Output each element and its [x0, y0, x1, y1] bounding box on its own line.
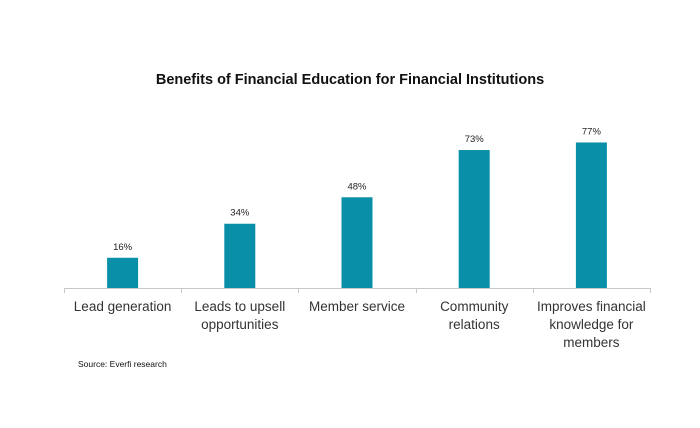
x-tick-label: Lead generation	[74, 299, 172, 314]
bar	[341, 197, 373, 288]
chart-title: Benefits of Financial Education for Fina…	[155, 72, 545, 88]
x-tick-label: opportunities	[201, 317, 279, 332]
x-tick-label: knowledge for	[549, 317, 634, 332]
x-tick-label: Improves financial	[537, 299, 646, 314]
source-note: Source: Everfi research	[78, 359, 167, 369]
data-label: 48%	[347, 181, 367, 192]
bar	[575, 142, 607, 288]
x-tick-label: Community	[440, 299, 509, 314]
data-label: 73%	[465, 134, 485, 145]
data-label: 16%	[113, 242, 133, 253]
bar	[224, 223, 256, 288]
x-tick-label: Member service	[309, 299, 405, 314]
x-tick-label: relations	[449, 317, 500, 332]
bar	[458, 150, 490, 288]
bar	[107, 257, 139, 288]
data-label: 34%	[230, 208, 250, 219]
data-label: 77%	[582, 126, 602, 137]
x-tick-label: Leads to upsell	[194, 299, 285, 314]
x-tick-label: members	[563, 335, 620, 350]
